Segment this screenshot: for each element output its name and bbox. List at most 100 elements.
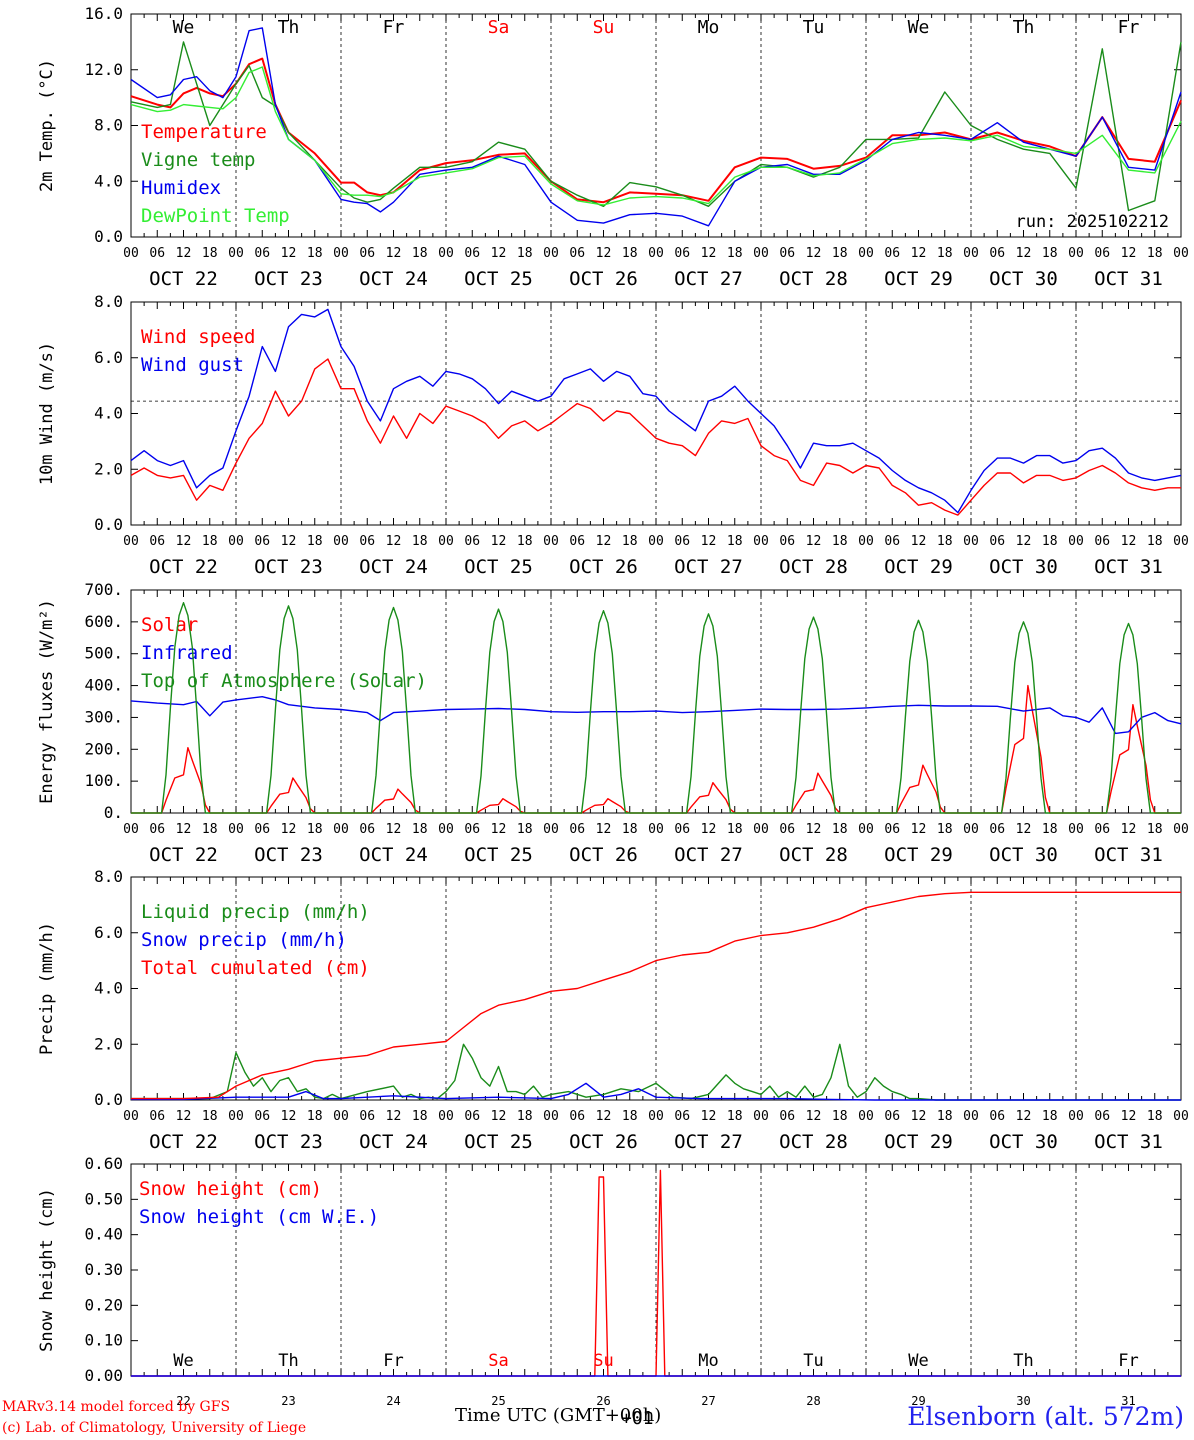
x-hour-label: 12 [386, 822, 402, 837]
day-name-label: Mo [698, 1351, 718, 1371]
y-tick-label: 0.0 [94, 515, 123, 534]
x-date-label: OCT 23 [254, 844, 323, 866]
x-hour-label: 12 [911, 246, 927, 261]
x-hour-label: 12 [911, 1109, 927, 1124]
x-hour-label: 00 [753, 246, 769, 261]
x-hour-label: 06 [674, 1109, 690, 1124]
x-date-label: OCT 22 [149, 1131, 218, 1153]
y-tick-label: 4.0 [94, 404, 123, 423]
panel-3: 0. 100. 200. 300. 400. 500. 600. 700. Energy flu… [37, 580, 1189, 866]
day-number-label: 30 [1016, 1394, 1030, 1408]
x-hour-label: 06 [989, 822, 1005, 837]
y-tick-label: 8.0 [94, 867, 123, 886]
x-hour-label: 00 [648, 1109, 664, 1124]
x-hour-label: 18 [202, 822, 218, 837]
series-line-red [131, 891, 1181, 1100]
panel-2: 0.0 2.0 4.0 6.0 8.0 10m Wind (m/s) 00 06 12 18 OCT… [37, 292, 1189, 578]
day-name-label: Su [593, 1351, 613, 1371]
x-hour-label: 00 [438, 534, 454, 549]
x-hour-label: 00 [333, 1109, 349, 1124]
x-hour-label: 12 [1121, 822, 1137, 837]
series-line-green [131, 602, 1181, 814]
x-date-label: OCT 25 [464, 556, 533, 578]
y-tick-label: 4.0 [94, 171, 123, 190]
x-hour-label: 12 [1016, 246, 1032, 261]
x-hour-label: 06 [254, 534, 270, 549]
x-hour-label: 00 [438, 1109, 454, 1124]
x-hour-label: 12 [806, 534, 822, 549]
x-hour-label: 00 [228, 246, 244, 261]
x-hour-label: 06 [779, 1109, 795, 1124]
x-hour-label: 12 [596, 534, 612, 549]
x-hour-label: 06 [884, 822, 900, 837]
x-hour-label: 18 [307, 534, 323, 549]
y-tick-label: 400. [84, 676, 123, 695]
y-tick-label: 0.20 [84, 1295, 123, 1314]
x-hour-label: 06 [674, 534, 690, 549]
y-tick-label: 2.0 [94, 1034, 123, 1053]
x-hour-label: 00 [963, 822, 979, 837]
legend-entry: Infrared [141, 642, 233, 664]
series-line-green [130, 41, 1182, 212]
x-hour-label: 00 [753, 822, 769, 837]
x-hour-label: 18 [412, 822, 428, 837]
x-hour-label: 00 [753, 534, 769, 549]
plot-frame [130, 301, 1182, 526]
x-hour-label: 06 [149, 1109, 165, 1124]
x-hour-label: 00 [333, 534, 349, 549]
day-name-label: Th [1013, 1351, 1033, 1371]
x-hour-label: 12 [386, 534, 402, 549]
x-date-label: OCT 31 [1094, 1131, 1163, 1153]
x-hour-label: 00 [543, 822, 559, 837]
x-hour-label: 12 [281, 246, 297, 261]
day-name-label: Fr [383, 17, 405, 38]
x-hour-label: 12 [1121, 246, 1137, 261]
x-hour-label: 06 [674, 822, 690, 837]
day-number-label: 22 [176, 1394, 190, 1408]
x-hour-label: 06 [884, 246, 900, 261]
x-hour-label: 12 [281, 534, 297, 549]
x-hour-label: 06 [359, 822, 375, 837]
series-line-blue [130, 696, 1182, 735]
x-hour-label: 12 [281, 1109, 297, 1124]
x-hour-label: 18 [412, 246, 428, 261]
x-hour-label: 18 [517, 246, 533, 261]
x-hour-label: 18 [412, 534, 428, 549]
x-date-label: OCT 28 [779, 268, 848, 290]
series-line-lightgreen [130, 66, 1182, 206]
x-hour-label: 18 [1147, 246, 1163, 261]
legend-entry: Snow height (cm) [139, 1178, 322, 1200]
y-tick-label: 0.0 [94, 227, 123, 246]
day-name-label: Tu [803, 1351, 823, 1371]
time-offset-overlap: +01 [621, 1408, 654, 1429]
x-hour-label: 06 [779, 534, 795, 549]
y-tick-label: 2.0 [94, 459, 123, 478]
legend-entry: Snow height (cm W.E.) [139, 1206, 379, 1228]
x-hour-label: 18 [202, 1109, 218, 1124]
day-name-label: Mo [698, 17, 720, 38]
x-hour-label: 12 [596, 1109, 612, 1124]
x-hour-label: 18 [1042, 246, 1058, 261]
x-hour-label: 06 [989, 534, 1005, 549]
x-hour-label: 12 [1016, 1109, 1032, 1124]
x-hour-label: 00 [1173, 246, 1189, 261]
y-tick-label: 4.0 [94, 979, 123, 998]
x-hour-label: 00 [123, 1109, 139, 1124]
legend-entry: Wind speed [141, 326, 255, 348]
x-hour-label: 06 [779, 822, 795, 837]
y-axis-label: Precip (mm/h) [37, 922, 57, 1055]
station-name: Elsenborn (alt. 572m) [907, 1402, 1184, 1431]
y-tick-label: 0.40 [84, 1225, 123, 1244]
x-hour-label: 12 [701, 822, 717, 837]
x-hour-label: 18 [937, 1109, 953, 1124]
x-hour-label: 06 [254, 1109, 270, 1124]
x-hour-label: 12 [491, 822, 507, 837]
x-hour-label: 12 [806, 246, 822, 261]
panel-4: 0.0 2.0 4.0 6.0 8.0 Precip (mm/h) 00 06 12 18 OCT … [37, 867, 1189, 1153]
x-date-label: OCT 28 [779, 844, 848, 866]
x-date-label: OCT 26 [569, 1131, 638, 1153]
x-hour-label: 18 [832, 1109, 848, 1124]
y-tick-label: 0.30 [84, 1260, 123, 1279]
x-hour-label: 18 [1042, 822, 1058, 837]
legend-entry: Vigne temp [141, 149, 255, 171]
